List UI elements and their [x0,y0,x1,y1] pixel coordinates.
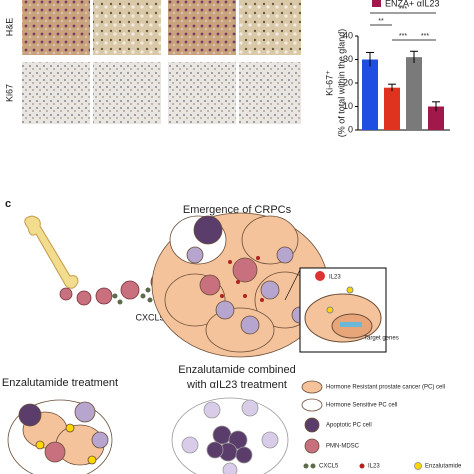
ki67-image [239,62,301,124]
legend-item: IL23 [368,464,380,470]
legend-icons [301,380,422,470]
il23-dots [220,256,264,302]
legend-item: Hormone Resistant prostate cancer (PC) c… [326,385,445,391]
cxcl5-label: CXCL5 [135,312,164,322]
y-axis-label: (% of total within the gland) [336,29,346,138]
bar [362,59,378,130]
ki67-image [93,62,161,124]
histology: H&E Ki67 [4,0,301,124]
legend-item: PMN-MDSC [326,444,360,450]
he-image [239,0,301,55]
il23-label: IL23 [329,275,341,281]
bar [384,87,400,130]
middle-title: Enzalutamide combined [178,364,295,376]
panel-label: c [5,198,11,210]
significance-label: *** [399,33,407,40]
left-title: Enzalutamide treatment [2,377,118,389]
left-cluster [7,399,113,474]
bar [406,57,422,130]
he-image [168,0,236,55]
significance-label: *** [399,6,407,13]
y-axis-label: Ki-67⁺ [324,70,334,96]
row-label: Ki67 [4,84,14,102]
y-tick-label: 30 [343,54,353,64]
row-label: H&E [4,18,14,37]
significance-label: *** [421,33,429,40]
legend-item: Apoptotic PC cell [326,423,372,429]
il23-icon [315,271,325,281]
significance-label: ** [378,18,384,25]
he-image [22,0,90,55]
ki67-image [168,62,236,124]
legend-swatch [372,0,381,7]
bar-chart: 0 10 20 30 40 Ki-67⁺ (% of total within the gl… [324,0,450,137]
legend-label: ENZA+ αIL23 [385,0,439,8]
ki67-image [22,62,90,124]
y-tick-label: 10 [343,101,353,111]
diagram: c Emergence of CRPCs CXCL5 [2,198,462,474]
he-image [93,0,161,55]
target-label: Target genes [364,336,399,342]
y-tick-label: 40 [343,30,353,40]
middle-title: with αIL23 treatment [186,379,287,391]
bar [428,106,444,130]
legend-item: CXCL5 [319,464,339,470]
legend-item: Hormone Sensitive PC cell [326,403,397,409]
diagram-title: Emergence of CRPCs [183,204,292,216]
y-tick-label: 0 [348,124,353,134]
legend-item: Enzalutamide [425,464,462,470]
bone [24,215,79,289]
y-tick-label: 20 [343,77,353,87]
middle-cluster [171,397,289,474]
